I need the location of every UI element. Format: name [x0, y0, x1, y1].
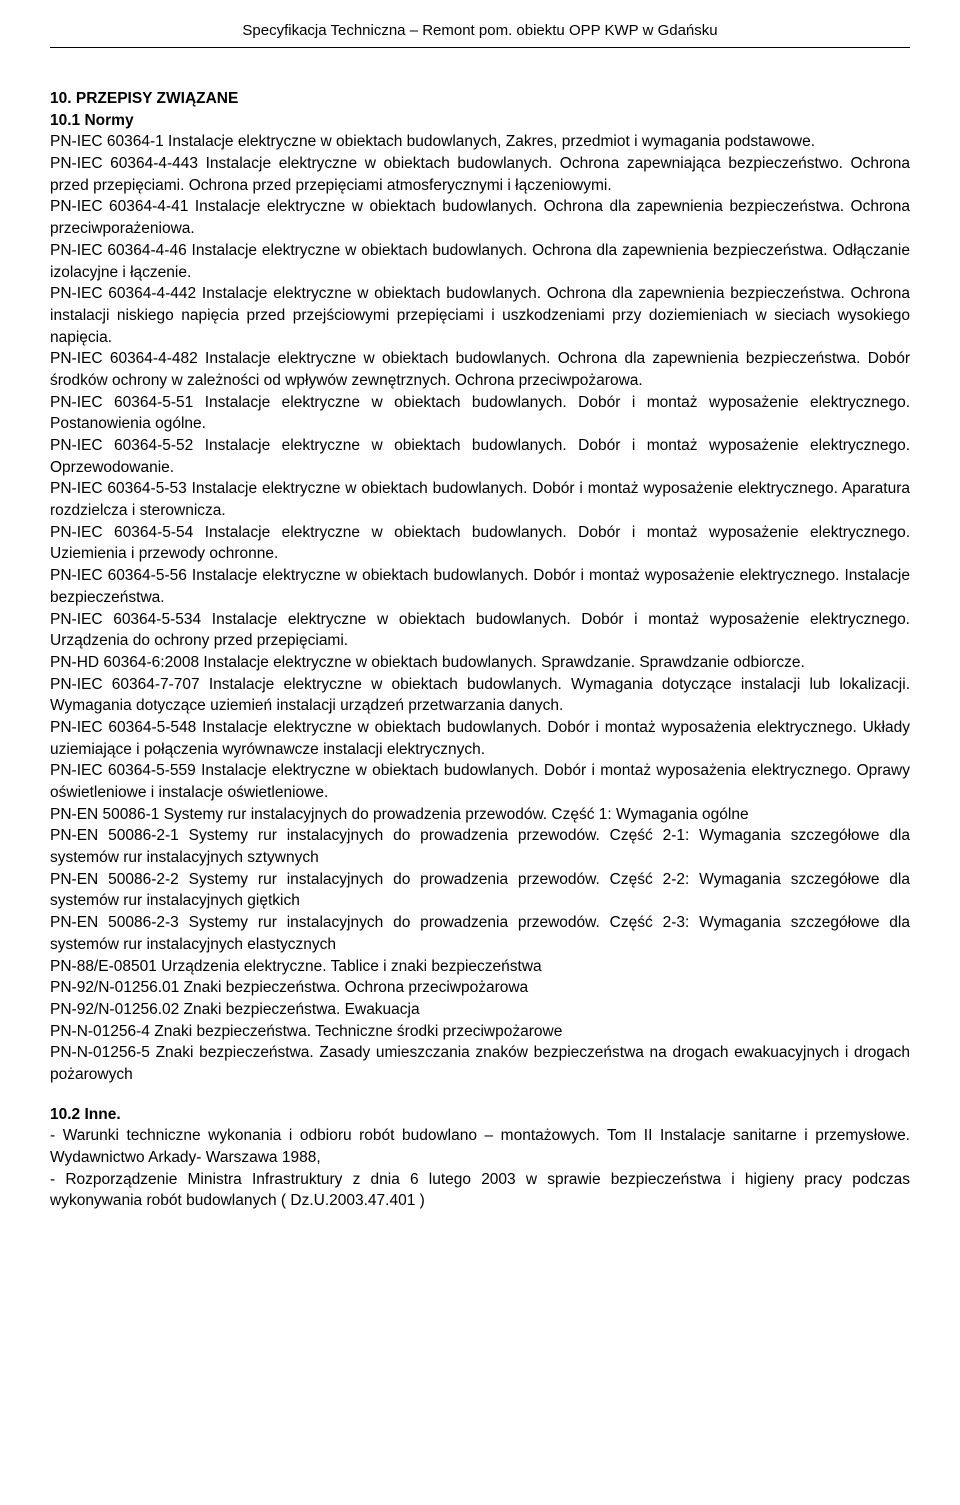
norm-item: PN-92/N-01256.02 Znaki bezpieczeństwa. E…: [50, 999, 910, 1021]
norm-item: PN-IEC 60364-5-548 Instalacje elektryczn…: [50, 717, 910, 760]
norm-item: PN-EN 50086-2-3 Systemy rur instalacyjny…: [50, 912, 910, 955]
norm-item: PN-IEC 60364-1 Instalacje elektryczne w …: [50, 131, 910, 153]
norm-item: PN-EN 50086-2-1 Systemy rur instalacyjny…: [50, 825, 910, 868]
norm-item: PN-IEC 60364-5-559 Instalacje elektryczn…: [50, 760, 910, 803]
norm-item: PN-N-01256-4 Znaki bezpieczeństwa. Techn…: [50, 1021, 910, 1043]
norm-item: PN-IEC 60364-7-707 Instalacje elektryczn…: [50, 674, 910, 717]
norm-item: PN-EN 50086-2-2 Systemy rur instalacyjny…: [50, 869, 910, 912]
page-header: Specyfikacja Techniczna – Remont pom. ob…: [50, 20, 910, 41]
norm-item: PN-IEC 60364-5-54 Instalacje elektryczne…: [50, 522, 910, 565]
norm-item: PN-IEC 60364-4-41 Instalacje elektryczne…: [50, 196, 910, 239]
norm-item: PN-IEC 60364-4-482 Instalacje elektryczn…: [50, 348, 910, 391]
norm-item: PN-92/N-01256.01 Znaki bezpieczeństwa. O…: [50, 977, 910, 999]
norm-item: PN-HD 60364-6:2008 Instalacje elektryczn…: [50, 652, 910, 674]
norm-item: PN-IEC 60364-4-46 Instalacje elektryczne…: [50, 240, 910, 283]
norm-item: PN-EN 50086-1 Systemy rur instalacyjnych…: [50, 804, 910, 826]
norm-item: PN-IEC 60364-5-53 Instalacje elektryczne…: [50, 478, 910, 521]
section-10-2-title: 10.2 Inne.: [50, 1104, 910, 1126]
norm-item: PN-IEC 60364-5-52 Instalacje elektryczne…: [50, 435, 910, 478]
section-10-title: 10. PRZEPISY ZWIĄZANE: [50, 88, 910, 110]
norm-item: PN-88/E-08501 Urządzenia elektryczne. Ta…: [50, 956, 910, 978]
other-item: - Rozporządzenie Ministra Infrastruktury…: [50, 1169, 910, 1212]
norm-item: PN-N-01256-5 Znaki bezpieczeństwa. Zasad…: [50, 1042, 910, 1085]
norm-item: PN-IEC 60364-5-56 Instalacje elektryczne…: [50, 565, 910, 608]
norm-item: PN-IEC 60364-5-51 Instalacje elektryczne…: [50, 392, 910, 435]
norm-item: PN-IEC 60364-4-443 Instalacje elektryczn…: [50, 153, 910, 196]
other-item: - Warunki techniczne wykonania i odbioru…: [50, 1125, 910, 1168]
other-list: - Warunki techniczne wykonania i odbioru…: [50, 1125, 910, 1212]
norm-item: PN-IEC 60364-5-534 Instalacje elektryczn…: [50, 609, 910, 652]
norms-list: PN-IEC 60364-1 Instalacje elektryczne w …: [50, 131, 910, 1085]
norm-item: PN-IEC 60364-4-442 Instalacje elektryczn…: [50, 283, 910, 348]
header-divider: [50, 47, 910, 48]
section-10-1-title: 10.1 Normy: [50, 110, 910, 132]
